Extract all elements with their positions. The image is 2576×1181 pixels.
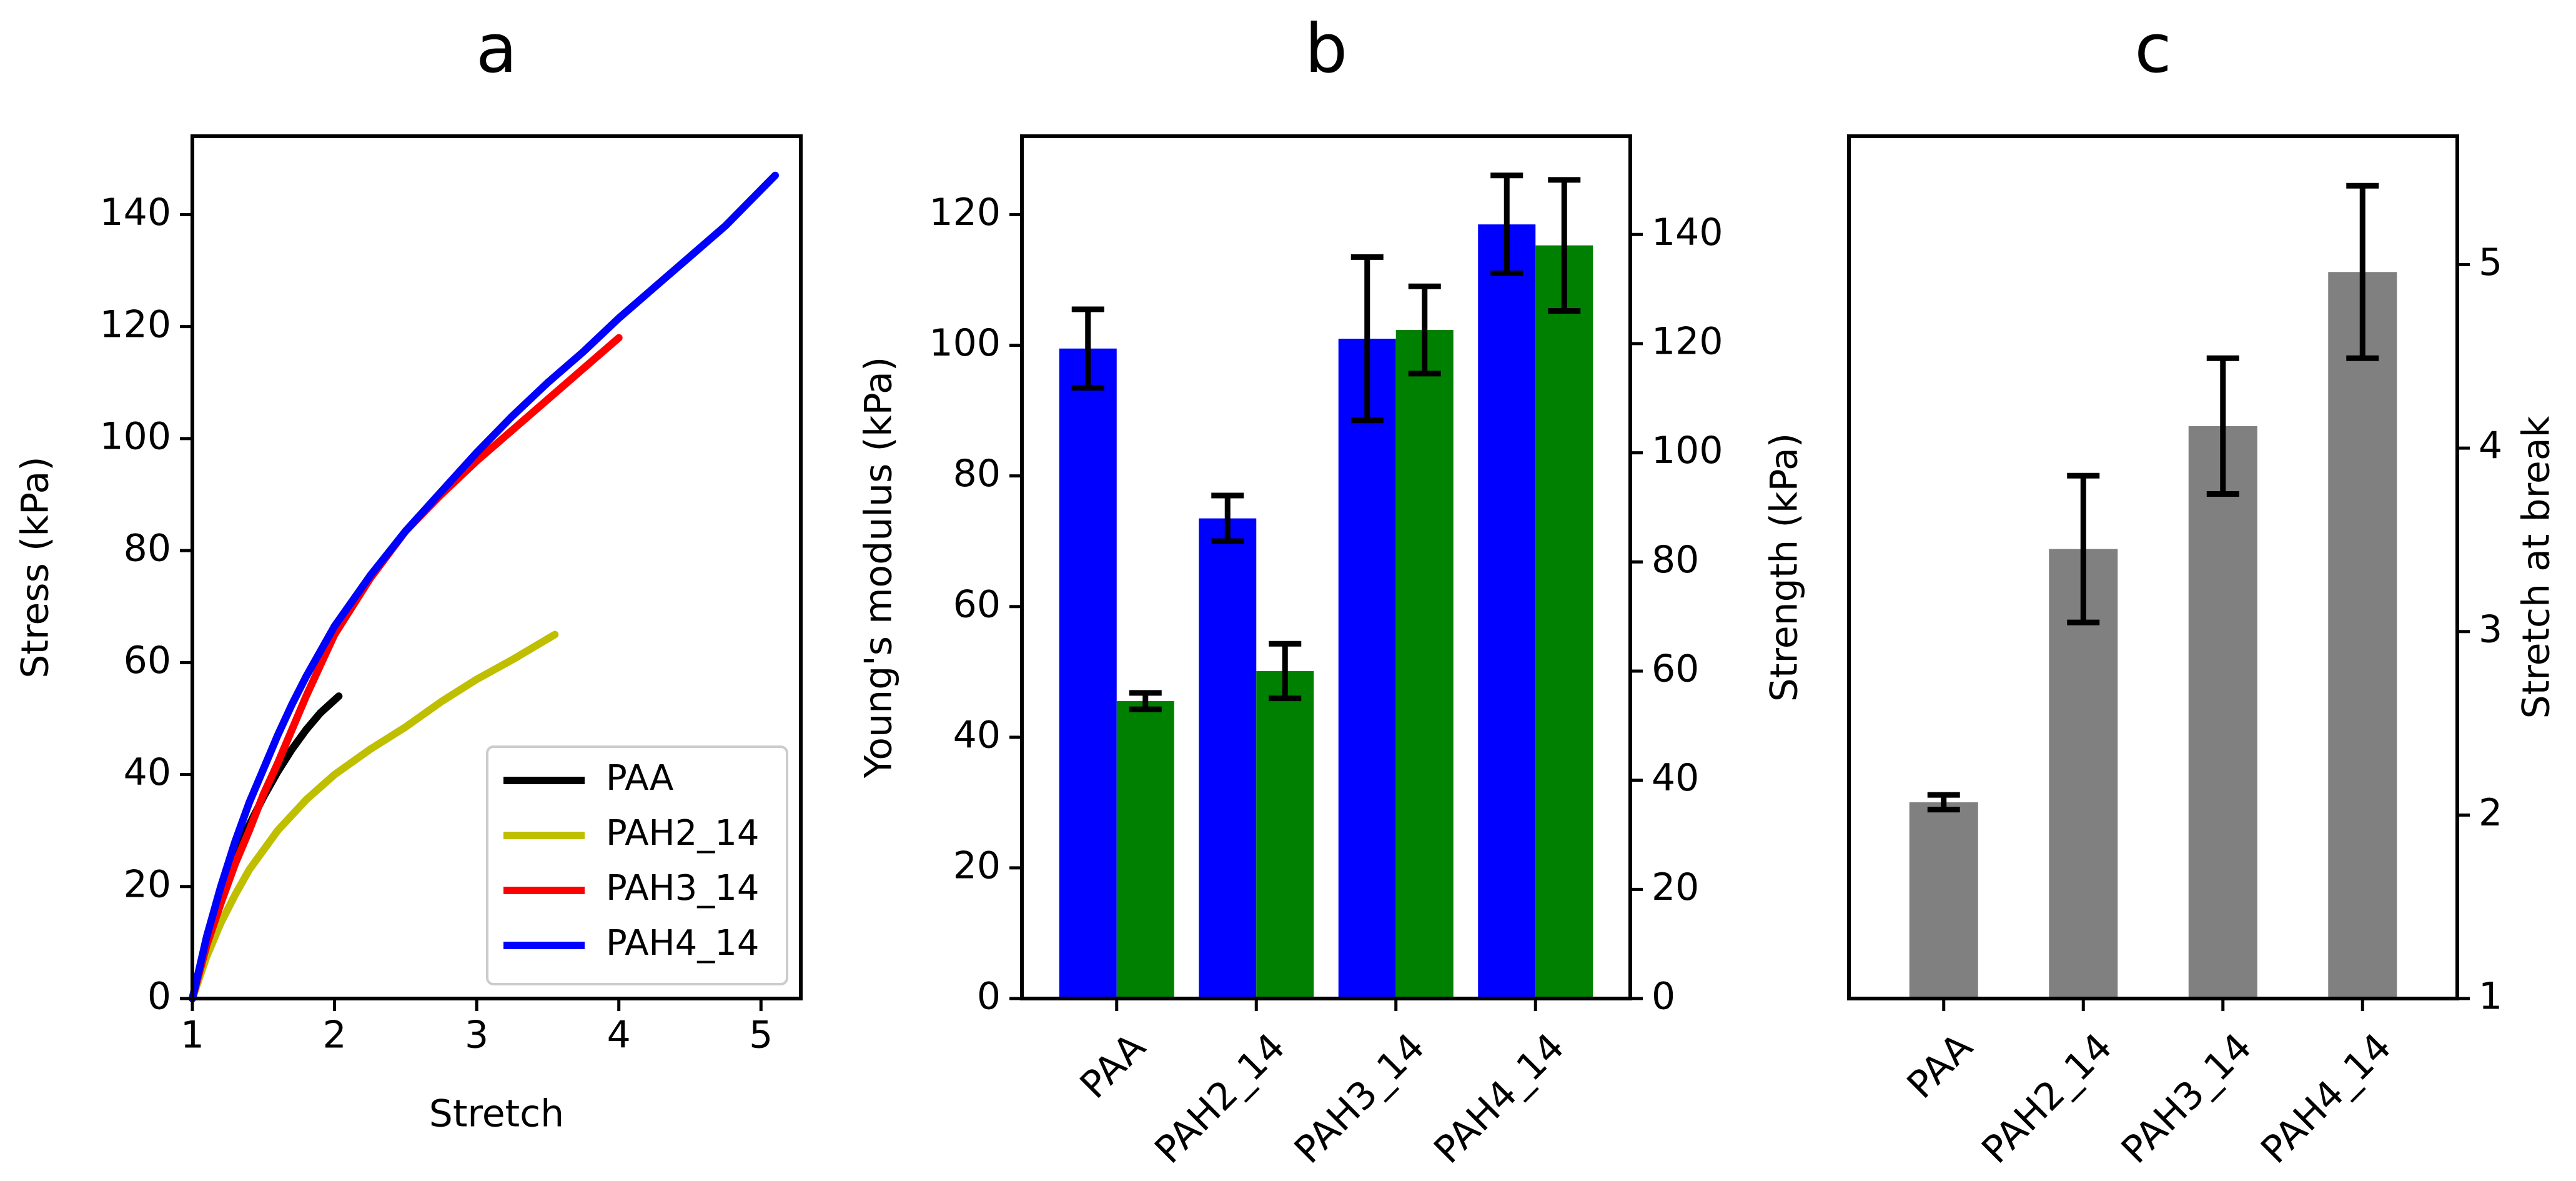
plot-frame-c <box>1847 134 2459 1000</box>
y-tick-label-b-left: 120 <box>929 191 1001 234</box>
y-tick-label-a: 80 <box>124 527 171 571</box>
x-tick-label-c: PAH4_14 <box>2252 1025 2399 1172</box>
y-tick-label-b-left: 80 <box>953 452 1001 496</box>
y-tick-label-b-right: 140 <box>1652 211 1723 254</box>
y-tick-label-a: 40 <box>124 750 171 794</box>
y-tick-label-b-right: 80 <box>1652 538 1699 582</box>
bar-Strength-PAH4_14 <box>1535 245 1593 999</box>
y-axis-label-a: Stress (kPa) <box>14 456 57 678</box>
legend-label-PAH4_14: PAH4_14 <box>606 923 760 964</box>
y-tick-label-b-right: 120 <box>1652 319 1723 363</box>
x-tick-label-a: 5 <box>749 1014 773 1057</box>
y-tick-label-a: 60 <box>124 639 171 682</box>
x-tick-label-c: PAH3_14 <box>2113 1025 2260 1172</box>
plot-frame-b <box>1020 134 1632 1000</box>
bar-Youngsmodulus-PAH2_14 <box>1199 518 1257 999</box>
y-tick-label-a: 100 <box>99 414 171 458</box>
y-tick-label-b-left: 0 <box>977 975 1001 1019</box>
legend-label-PAA: PAA <box>606 758 673 799</box>
bar-Youngsmodulus-PAH3_14 <box>1338 339 1396 999</box>
y-tick-label-c: 1 <box>2479 975 2502 1019</box>
bar-stretch-at-break-PAH4_14 <box>2328 272 2397 999</box>
x-tick-label-b: PAA <box>1072 1025 1154 1107</box>
y-tick-label-b-left: 100 <box>929 321 1001 365</box>
legend-label-PAH2_14: PAH2_14 <box>606 813 760 854</box>
panel-b-label: b <box>1305 10 1348 88</box>
y-tick-label-b-right: 0 <box>1652 975 1675 1019</box>
series-line-PAH4_14 <box>189 171 779 1002</box>
y-axis-label-b-right: Strength (kPa) <box>1763 433 1806 702</box>
panel-c-label: c <box>2134 10 2171 88</box>
x-tick-label-a: 2 <box>322 1014 346 1057</box>
x-tick-label-a: 3 <box>465 1014 488 1057</box>
y-tick-label-b-left: 40 <box>953 713 1001 757</box>
y-tick-label-b-right: 100 <box>1652 429 1723 472</box>
x-tick-label-b: PAH3_14 <box>1286 1025 1433 1172</box>
y-axis-label-b-left: Young's modulus (kPa) <box>857 357 901 779</box>
y-tick-label-c: 3 <box>2479 607 2502 651</box>
bar-Strength-PAA <box>1116 700 1174 999</box>
bar-Strength-PAH3_14 <box>1395 330 1454 999</box>
bar-stretch-at-break-PAH3_14 <box>2188 426 2257 999</box>
x-tick-label-a: 1 <box>181 1014 204 1057</box>
y-tick-label-c: 2 <box>2479 791 2502 835</box>
series-line-PAH2_14 <box>189 630 559 1002</box>
bar-Youngsmodulus-PAH4_14 <box>1478 224 1536 999</box>
series-line-PAH3_14 <box>189 334 623 1002</box>
x-tick-label-b: PAH2_14 <box>1146 1025 1293 1172</box>
x-tick-label-c: PAA <box>1899 1025 1981 1107</box>
y-axis-label-c: Stretch at break <box>2515 416 2559 719</box>
x-tick-label-b: PAH4_14 <box>1425 1025 1572 1172</box>
y-tick-label-a: 20 <box>124 862 171 906</box>
y-tick-label-c: 5 <box>2479 241 2502 284</box>
y-tick-label-b-left: 60 <box>953 582 1001 626</box>
x-tick-label-c: PAH2_14 <box>1973 1025 2120 1172</box>
y-tick-label-c: 4 <box>2479 424 2502 468</box>
panel-a-label: a <box>476 10 517 88</box>
y-tick-label-a: 0 <box>147 975 171 1019</box>
y-tick-label-b-right: 60 <box>1652 647 1699 691</box>
bar-stretch-at-break-PAA <box>1909 802 1978 999</box>
y-tick-label-b-right: 20 <box>1652 865 1699 909</box>
bar-Youngsmodulus-PAA <box>1059 348 1117 999</box>
legend-box <box>486 745 788 985</box>
y-tick-label-a: 140 <box>99 191 171 234</box>
x-tick-label-a: 4 <box>607 1014 631 1057</box>
plot-frame-a <box>191 134 803 1000</box>
y-tick-label-a: 120 <box>99 302 171 346</box>
y-tick-label-b-left: 20 <box>953 844 1001 888</box>
bar-Strength-PAH2_14 <box>1256 670 1314 999</box>
legend-label-PAH3_14: PAH3_14 <box>606 868 760 909</box>
y-tick-label-b-right: 40 <box>1652 756 1699 800</box>
x-axis-label-a: Stretch <box>429 1092 564 1136</box>
